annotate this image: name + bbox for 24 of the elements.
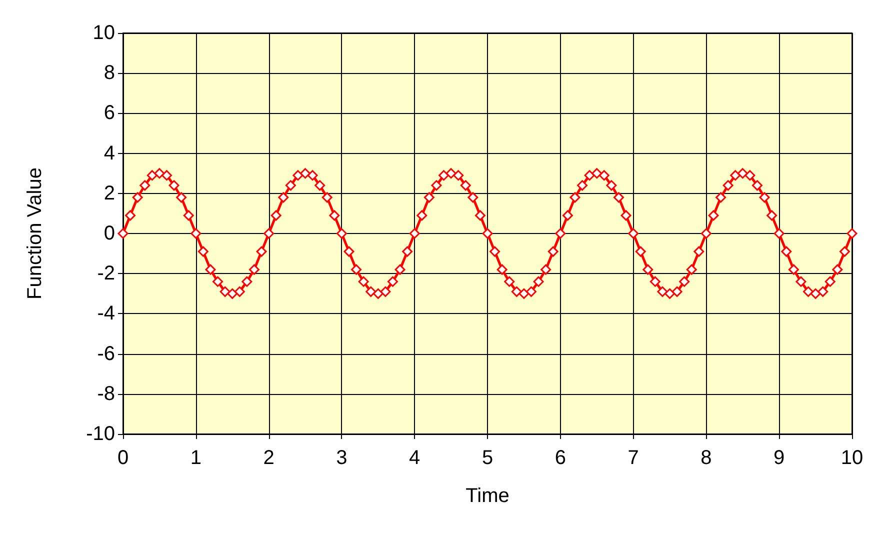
y-tick-label: -10 bbox=[86, 423, 115, 445]
x-tick-label: 5 bbox=[482, 447, 494, 469]
y-axis-title: Function Value bbox=[24, 168, 46, 300]
x-tick-label: 8 bbox=[700, 447, 712, 469]
y-tick-label: 2 bbox=[104, 182, 115, 204]
x-tick-label: 4 bbox=[409, 447, 420, 469]
y-tick-label: -8 bbox=[97, 382, 115, 405]
y-tick-label: -6 bbox=[97, 342, 115, 365]
y-tick-label: 6 bbox=[104, 102, 115, 124]
y-tick-label: 8 bbox=[104, 62, 115, 84]
x-tick-label: 2 bbox=[263, 447, 274, 469]
x-tick-label: 7 bbox=[628, 447, 639, 469]
x-tick-label: 6 bbox=[554, 447, 566, 469]
y-tick-label: -2 bbox=[97, 262, 115, 285]
x-tick-label: 0 bbox=[117, 447, 129, 469]
y-tick-label: 4 bbox=[104, 142, 115, 164]
x-tick-label: 10 bbox=[840, 447, 864, 469]
y-tick-label: 0 bbox=[104, 222, 115, 244]
y-tick-label: -4 bbox=[97, 302, 115, 325]
x-axis-title: Time bbox=[466, 485, 510, 507]
y-tick-label: 10 bbox=[92, 22, 115, 44]
x-tick-label: 3 bbox=[336, 447, 348, 469]
x-tick-label: 9 bbox=[774, 447, 785, 469]
x-tick-label: 1 bbox=[190, 447, 202, 469]
